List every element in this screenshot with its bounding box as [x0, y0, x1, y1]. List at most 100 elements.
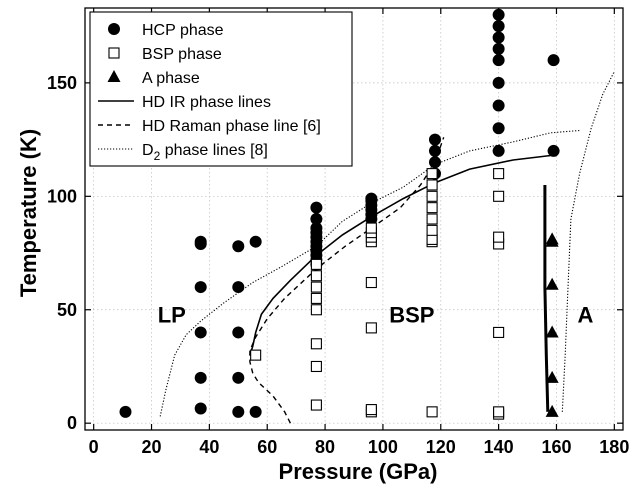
a-phase-point	[545, 404, 559, 417]
hcp-phase-point	[365, 192, 378, 205]
bsp-phase-point	[426, 168, 438, 180]
phase-line	[249, 137, 445, 424]
series-hd-ir-phase-lines	[249, 154, 551, 412]
x-tick-label: 140	[484, 437, 514, 457]
region-labels: LP BSP A	[158, 302, 594, 327]
bsp-phase-point	[310, 304, 322, 316]
bsp-phase-point	[365, 222, 377, 234]
bsp-phase-point	[365, 276, 377, 289]
bsp-phase-point	[426, 202, 438, 214]
legend-entry-hd-raman-phase-line-6: HD Raman phase line [6]	[98, 118, 321, 135]
legend-entry-bsp-phase: BSP phase	[108, 46, 222, 63]
series-bsp-phase	[250, 168, 505, 420]
bsp-phase-point	[426, 233, 438, 245]
bsp-phase-point	[365, 404, 377, 416]
bsp-phase-point	[426, 213, 438, 225]
x-tick-label: 60	[257, 437, 277, 457]
hcp-phase-point	[194, 371, 207, 384]
legend-box	[89, 11, 353, 167]
hcp-phase-point	[310, 213, 323, 225]
hcp-phase-point	[492, 8, 505, 21]
bsp-phase-point	[310, 360, 322, 373]
legend: HCP phase BSP phase A phase HD IR phase lin…	[89, 11, 353, 167]
phase-line	[543, 185, 550, 412]
bsp-phase-point	[493, 406, 505, 418]
legend-symbol	[108, 23, 120, 35]
legend-label: HCP phase	[142, 22, 224, 39]
legend-entry-a-phase: A phase	[107, 70, 200, 87]
hcp-phase-point	[492, 54, 505, 67]
series-a-phase	[545, 232, 559, 417]
x-axis-title: Pressure (GPa)	[279, 459, 438, 484]
x-tick-label: 100	[368, 437, 398, 457]
hcp-phase-point	[492, 144, 505, 157]
bsp-phase-point	[426, 406, 438, 418]
legend-label: BSP phase	[142, 46, 222, 63]
hcp-phase-point	[232, 240, 245, 253]
legend-entry-hcp-phase: HCP phase	[108, 22, 224, 39]
bsp-phase-point	[310, 399, 322, 411]
hcp-phase-point	[428, 133, 441, 146]
x-tick-label: 0	[89, 437, 99, 457]
phase-line	[159, 129, 580, 417]
hcp-phase-point	[194, 326, 207, 339]
hcp-phase-point	[310, 201, 323, 214]
bsp-phase-point	[310, 270, 322, 282]
hcp-phase-point	[492, 76, 505, 89]
hcp-phase-point	[310, 222, 323, 235]
x-tick-label: 120	[426, 437, 456, 457]
bsp-phase-point	[365, 322, 377, 334]
hcp-phase-point	[232, 281, 245, 294]
hcp-phase-point	[194, 235, 207, 248]
hcp-phase-point	[492, 31, 505, 44]
legend-label: D2 phase lines [8]	[142, 142, 268, 163]
bsp-phase-point	[250, 349, 262, 361]
hcp-phase-point	[194, 281, 207, 294]
bsp-phase-point	[310, 258, 322, 270]
bsp-phase-point	[493, 168, 505, 180]
bsp-phase-point	[310, 338, 322, 350]
hcp-phase-point	[547, 54, 560, 67]
region-label-lp: LP	[158, 302, 186, 327]
bsp-phase-point	[426, 179, 438, 191]
hcp-phase-point	[492, 122, 505, 135]
hcp-phase-point	[492, 20, 505, 33]
a-phase-point	[545, 370, 559, 383]
bsp-phase-point	[426, 224, 438, 236]
y-tick-label: 100	[47, 186, 77, 206]
phase-line	[561, 71, 615, 412]
bsp-phase-point	[310, 292, 322, 304]
hcp-phase-point	[249, 235, 262, 248]
bsp-phase-point	[493, 326, 505, 338]
hcp-phase-point	[232, 405, 245, 418]
series-hcp-phase	[119, 8, 560, 418]
hcp-phase-point	[194, 402, 207, 415]
hcp-phase-point	[249, 405, 262, 418]
a-phase-point	[545, 277, 559, 290]
x-tick-label: 80	[315, 437, 335, 457]
hcp-phase-point	[428, 156, 441, 169]
hcp-phase-point	[547, 144, 560, 157]
x-tick-label: 40	[199, 437, 219, 457]
a-phase-point	[545, 325, 559, 338]
bsp-phase-point	[493, 190, 505, 202]
legend-entry-hd-ir-phase-lines: HD IR phase lines	[98, 94, 271, 111]
x-tick-label: 180	[599, 437, 629, 457]
region-label-bsp: BSP	[389, 302, 434, 327]
grid	[85, 8, 623, 430]
hcp-phase-point	[492, 42, 505, 55]
a-phase-point	[545, 232, 559, 245]
y-tick-label: 50	[57, 300, 77, 320]
hcp-phase-point	[119, 405, 132, 418]
x-tick-label: 20	[142, 437, 162, 457]
legend-label: HD Raman phase line [6]	[142, 118, 321, 135]
plot-area-frame	[84, 7, 624, 431]
legend-symbol	[107, 70, 121, 82]
bsp-phase-point	[493, 231, 505, 243]
y-axis-title: Temperature (K)	[16, 129, 41, 297]
legend-label: A phase	[142, 70, 200, 87]
legend-entry-d-phase-lines-8: D2 phase lines [8]	[98, 142, 268, 163]
hcp-phase-point	[232, 326, 245, 339]
series-d-phase-lines-8	[159, 71, 615, 417]
